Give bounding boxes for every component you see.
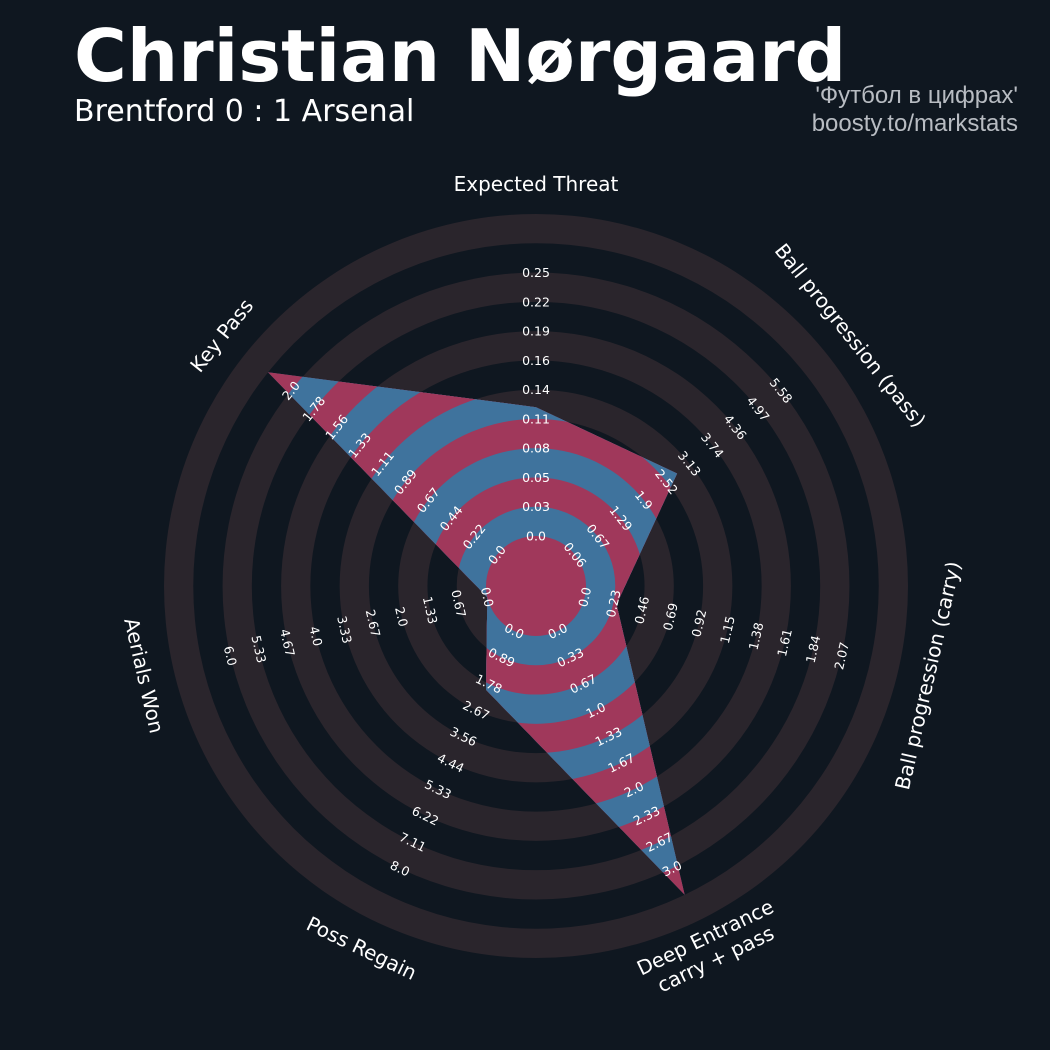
axis-tick-label: 0.03 bbox=[522, 499, 550, 514]
player-name-title: Christian Nørgaard bbox=[74, 14, 847, 98]
axis-tick-label: 2.67 bbox=[363, 608, 384, 638]
credit-link: boosty.to/markstats bbox=[811, 110, 1018, 137]
axis-tick-label: 0.23 bbox=[603, 588, 624, 618]
axis-tick-label: 2.07 bbox=[831, 641, 852, 671]
axis-tick-label: 0.0 bbox=[478, 586, 497, 609]
axis-tick-label: 0.25 bbox=[522, 265, 550, 280]
axis-tick-label: 1.61 bbox=[774, 627, 795, 657]
axis-tick-label: 1.33 bbox=[420, 595, 441, 625]
credit-source: 'Футбол в цифрах' bbox=[815, 82, 1018, 109]
player-fill-band bbox=[486, 536, 586, 636]
axis-tick-label: 0.0 bbox=[526, 529, 546, 544]
axis-tick-label: 5.33 bbox=[248, 634, 269, 664]
axis-tick-label: 0.16 bbox=[522, 353, 550, 368]
parameter-label-line: Expected Threat bbox=[454, 172, 619, 196]
axis-tick-label: 3.33 bbox=[334, 614, 355, 644]
parameter-label: Aerials Won bbox=[119, 616, 169, 736]
axis-tick-label: 6.0 bbox=[221, 644, 240, 667]
axis-tick-label: 0.05 bbox=[522, 470, 550, 485]
parameter-label-line: Aerials Won bbox=[119, 616, 169, 736]
axis-tick-label: 0.11 bbox=[522, 411, 550, 426]
axis-tick-label: 2.0 bbox=[392, 605, 411, 628]
match-subtitle: Brentford 0 : 1 Arsenal bbox=[74, 94, 415, 129]
axis-tick-label: 1.38 bbox=[746, 621, 767, 652]
axis-tick-label: 0.14 bbox=[522, 382, 550, 397]
axis-tick-label: 4.0 bbox=[306, 625, 325, 648]
axis-tick-label: 0.67 bbox=[448, 588, 469, 618]
axis-tick-label: 0.69 bbox=[660, 601, 681, 632]
parameter-label: Expected Threat bbox=[454, 172, 619, 196]
axis-tick-label: 0.22 bbox=[522, 294, 550, 309]
axis-tick-label: 1.15 bbox=[717, 614, 738, 644]
axis-tick-label: 0.08 bbox=[522, 441, 550, 456]
axis-tick-label: 0.0 bbox=[575, 586, 594, 609]
axis-tick-label: 0.92 bbox=[688, 608, 709, 638]
axis-tick-label: 4.67 bbox=[277, 627, 298, 657]
axis-tick-label: 1.84 bbox=[803, 634, 824, 665]
axis-tick-label: 0.19 bbox=[522, 324, 550, 339]
axis-tick-label: 0.46 bbox=[631, 595, 652, 626]
